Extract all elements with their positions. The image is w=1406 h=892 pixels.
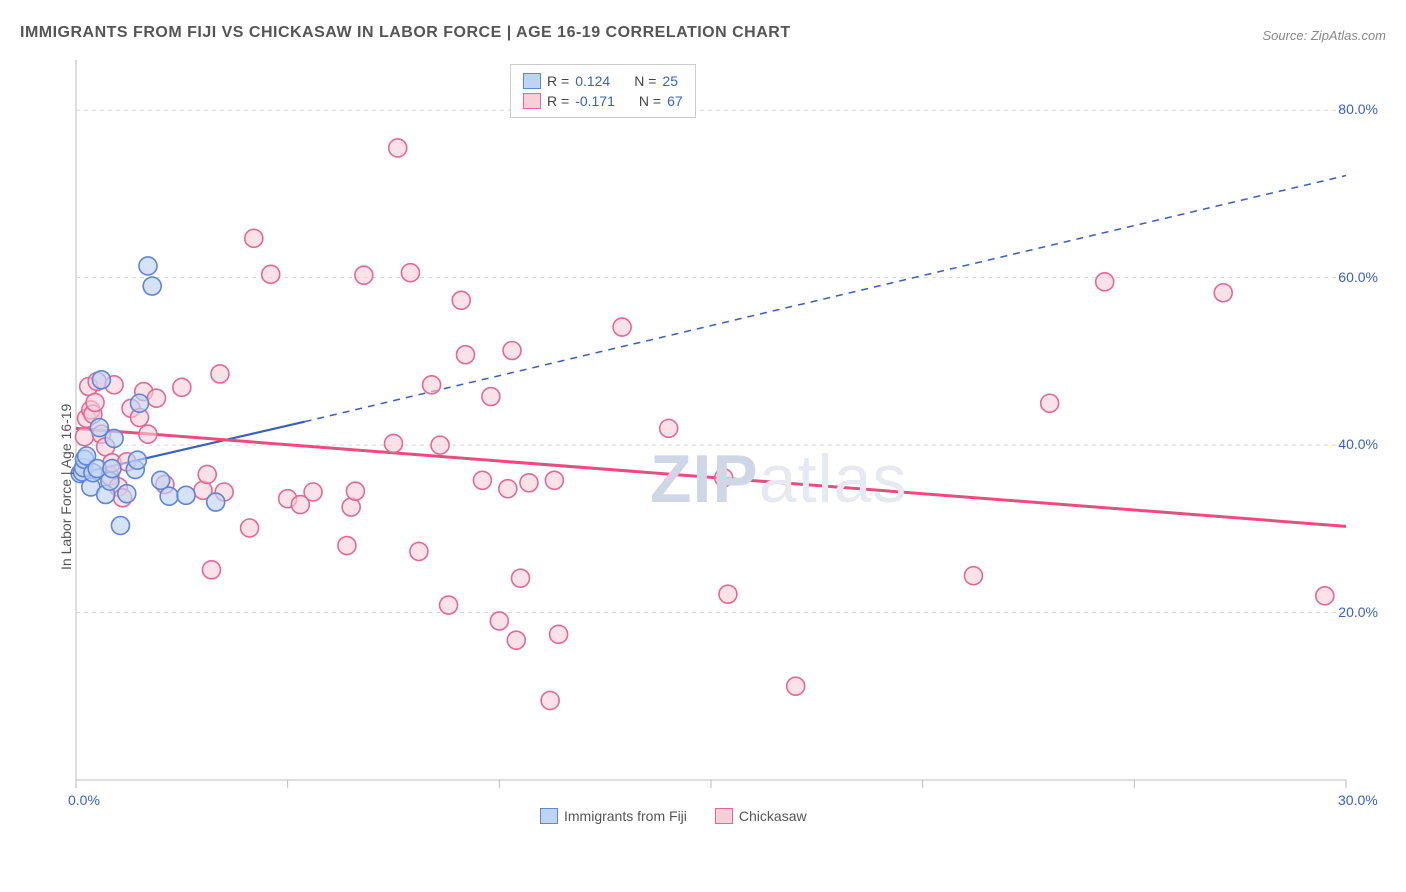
y-axis-label: In Labor Force | Age 16-19: [58, 404, 74, 570]
n-label: N =: [639, 93, 661, 109]
legend-label-fiji: Immigrants from Fiji: [564, 808, 687, 824]
chart-container: In Labor Force | Age 16-19 ZIPatlas R = …: [40, 60, 1386, 830]
r-value-chickasaw: -0.171: [575, 93, 615, 109]
stats-row-fiji: R = 0.124 N = 25: [523, 71, 683, 91]
y-tick-label: 60.0%: [1338, 269, 1378, 285]
swatch-fiji-icon: [540, 808, 558, 824]
scatter-chart: [40, 60, 1386, 830]
y-tick-label: 80.0%: [1338, 101, 1378, 117]
x-tick-label: 0.0%: [68, 792, 100, 808]
chart-title: IMMIGRANTS FROM FIJI VS CHICKASAW IN LAB…: [20, 24, 791, 42]
y-tick-label: 20.0%: [1338, 604, 1378, 620]
legend-item-chickasaw: Chickasaw: [715, 808, 807, 824]
swatch-chickasaw-icon: [715, 808, 733, 824]
y-tick-label: 40.0%: [1338, 436, 1378, 452]
n-value-chickasaw: 67: [667, 93, 683, 109]
legend-label-chickasaw: Chickasaw: [739, 808, 807, 824]
n-value-fiji: 25: [662, 73, 678, 89]
swatch-fiji-icon: [523, 73, 541, 89]
x-tick-label: 30.0%: [1338, 792, 1378, 808]
r-label: R =: [547, 73, 569, 89]
stats-legend: R = 0.124 N = 25 R = -0.171 N = 67: [510, 64, 696, 118]
series-legend: Immigrants from Fiji Chickasaw: [540, 808, 807, 824]
swatch-chickasaw-icon: [523, 93, 541, 109]
n-label: N =: [634, 73, 656, 89]
legend-item-fiji: Immigrants from Fiji: [540, 808, 687, 824]
source-attribution: Source: ZipAtlas.com: [1262, 28, 1386, 43]
r-value-fiji: 0.124: [575, 73, 610, 89]
stats-row-chickasaw: R = -0.171 N = 67: [523, 91, 683, 111]
r-label: R =: [547, 93, 569, 109]
